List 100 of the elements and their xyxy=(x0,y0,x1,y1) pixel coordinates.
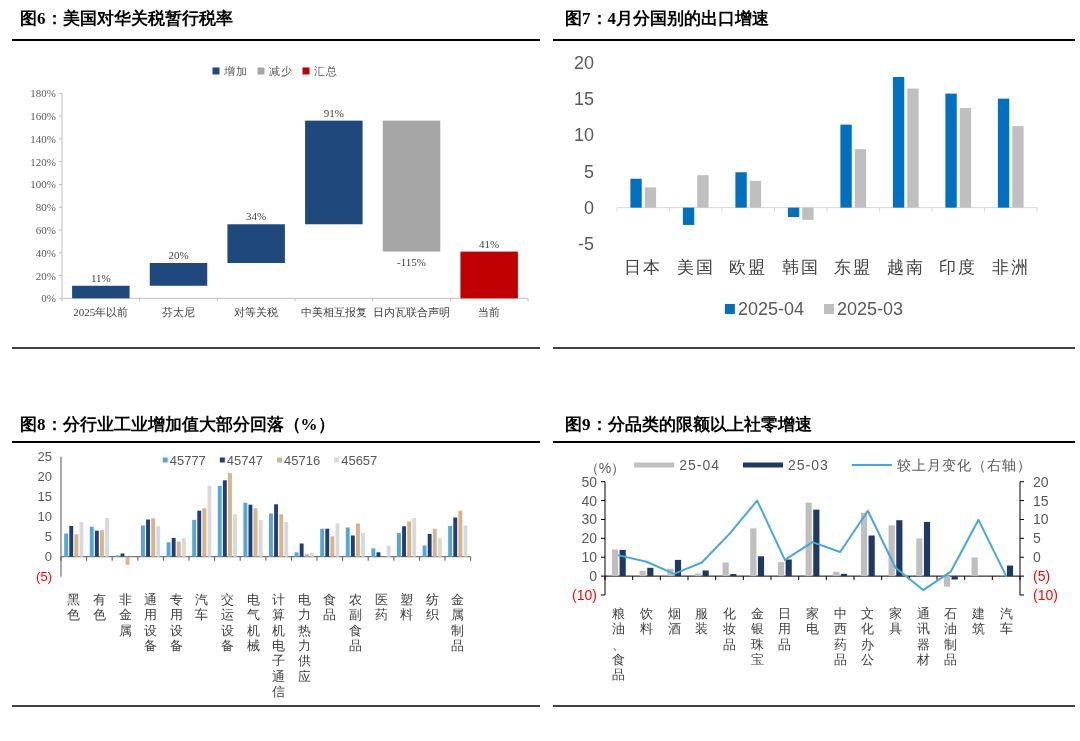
x-tick-label: 文化办公 xyxy=(861,605,875,667)
x-tick-label: 黑色 xyxy=(67,591,81,622)
y-tick-label: (10) xyxy=(572,587,597,603)
y-tick-label: 0 xyxy=(584,197,594,218)
x-tick-label: 家电 xyxy=(806,605,819,636)
x-tick-label: 有色 xyxy=(92,591,106,622)
x-tick-label: 金银珠宝 xyxy=(750,605,764,667)
x-tick-label: 芬太尼 xyxy=(162,306,195,318)
y-tick-label: 20% xyxy=(35,269,56,282)
y-tick-label: 180% xyxy=(30,87,56,100)
x-tick-label: 交运设备 xyxy=(220,591,234,653)
title: 图8：分行业工业增加值大部分回落（%） xyxy=(20,415,335,434)
value-label: -115% xyxy=(397,255,426,268)
x-tick-label: 2025年以前 xyxy=(73,306,129,318)
value-label: 34% xyxy=(246,210,267,223)
y-tick-label: 160% xyxy=(30,110,56,123)
y-tick-label: 0 xyxy=(44,549,52,565)
y-axis-title: （%） xyxy=(584,459,626,476)
x-tick-label: 化妆品 xyxy=(723,605,736,652)
x-tick-label: 韩国 xyxy=(781,258,820,277)
x-tick-label: 建筑 xyxy=(972,605,985,636)
x-tick-label: 汽车 xyxy=(999,605,1013,636)
x-tick-label: 印度 xyxy=(939,258,978,277)
value-label: 20% xyxy=(168,249,189,261)
legend-label: 45747 xyxy=(226,452,263,468)
x-tick-label: 越南 xyxy=(886,258,925,277)
y2-tick-label: 0 xyxy=(1033,549,1041,566)
y-tick-label: 5 xyxy=(584,161,594,182)
y-tick-label: 15 xyxy=(573,89,594,110)
y-tick-label: 80% xyxy=(35,201,56,214)
x-tick-label: 东盟 xyxy=(834,258,873,277)
y-tick-label: 40 xyxy=(581,492,597,509)
x-tick-label: 饮料 xyxy=(640,605,653,636)
x-tick-label: 中美相互报复 xyxy=(300,306,367,318)
y-tick-label: 5 xyxy=(44,529,52,545)
value-label: 91% xyxy=(323,106,344,119)
x-tick-label: 美国 xyxy=(676,258,715,277)
legend-label: 25-04 xyxy=(679,457,720,473)
y-tick-label: 30 xyxy=(581,511,597,528)
x-tick-label: 电气机械 xyxy=(246,591,260,653)
x-tick-label: 食品 xyxy=(323,591,337,622)
x-tick-label: 欧盟 xyxy=(729,258,768,277)
legend-label: 45716 xyxy=(284,452,321,468)
x-tick-label: 中西药品 xyxy=(833,605,847,667)
x-tick-label: 非金属 xyxy=(118,591,132,638)
x-tick-label: 汽车 xyxy=(195,591,209,622)
y-tick-label: 20 xyxy=(37,469,52,485)
y-tick-label: (5) xyxy=(36,569,52,585)
x-tick-label: 日本 xyxy=(624,258,663,277)
x-tick-label: 粮油、食品 xyxy=(612,605,626,682)
y2-tick-label: 20 xyxy=(1033,473,1049,490)
legend-label: 2025-04 xyxy=(737,299,804,319)
x-tick-label: 石油制品 xyxy=(944,605,958,667)
x-tick-label: 电力热力供应 xyxy=(297,591,311,683)
y-tick-label: -5 xyxy=(578,233,594,254)
x-tick-label: 通讯器材 xyxy=(916,605,930,667)
y-tick-label: 100% xyxy=(30,178,56,191)
x-tick-label: 烟酒 xyxy=(667,605,681,636)
x-tick-label: 医药 xyxy=(374,591,388,622)
x-tick-label: 纺织 xyxy=(425,591,439,622)
x-tick-label: 对等关税 xyxy=(234,306,279,318)
x-tick-label: 日用品 xyxy=(778,605,792,652)
title: 图6：美国对华关税暂行税率 xyxy=(20,9,233,28)
title: 图7：4月分国别的出口增速 xyxy=(565,9,769,28)
x-tick-label: 塑料 xyxy=(400,591,414,622)
y-tick-label: 120% xyxy=(30,155,56,168)
y-tick-label: 10 xyxy=(581,549,597,566)
legend-label: 45777 xyxy=(169,452,206,468)
x-tick-label: 计算机电子通信 xyxy=(272,591,286,699)
legend-label: 45657 xyxy=(341,452,378,468)
y2-tick-label: (5) xyxy=(1033,568,1051,585)
y-tick-label: 20 xyxy=(573,53,594,74)
x-tick-label: 农副食品 xyxy=(348,591,362,653)
y-tick-label: 0% xyxy=(41,292,56,305)
x-tick-label: 当前 xyxy=(478,306,501,318)
title: 图9：分品类的限额以上社零增速 xyxy=(565,415,812,434)
y-tick-label: 10 xyxy=(37,509,52,525)
y-tick-label: 25 xyxy=(37,449,52,465)
legend-label: 25-03 xyxy=(788,457,829,473)
value-label: 11% xyxy=(90,271,111,284)
y-tick-label: 20 xyxy=(581,530,597,547)
legend-label: 2025-03 xyxy=(836,299,904,319)
y2-tick-label: (10) xyxy=(1033,587,1058,603)
y-tick-label: 10 xyxy=(573,125,594,146)
y2-tick-label: 5 xyxy=(1033,530,1041,547)
x-tick-label: 专用设备 xyxy=(169,591,183,653)
x-tick-label: 服装 xyxy=(695,605,709,636)
x-tick-label: 日内瓦联合声明 xyxy=(373,306,450,318)
y-tick-label: 40% xyxy=(35,246,56,259)
legend-label: 汇总 xyxy=(313,65,338,77)
y2-tick-label: 15 xyxy=(1033,492,1049,509)
y-tick-label: 15 xyxy=(37,489,52,505)
legend-label: 较上月变化（右轴） xyxy=(896,457,1032,473)
y-tick-label: 0 xyxy=(589,568,597,585)
y-tick-label: 140% xyxy=(30,132,56,145)
legend-label: 增加 xyxy=(223,65,248,77)
x-tick-label: 通用设备 xyxy=(144,591,158,653)
x-tick-label: 金属制品 xyxy=(451,591,465,653)
value-label: 41% xyxy=(479,237,500,250)
x-tick-label: 非洲 xyxy=(991,258,1030,277)
